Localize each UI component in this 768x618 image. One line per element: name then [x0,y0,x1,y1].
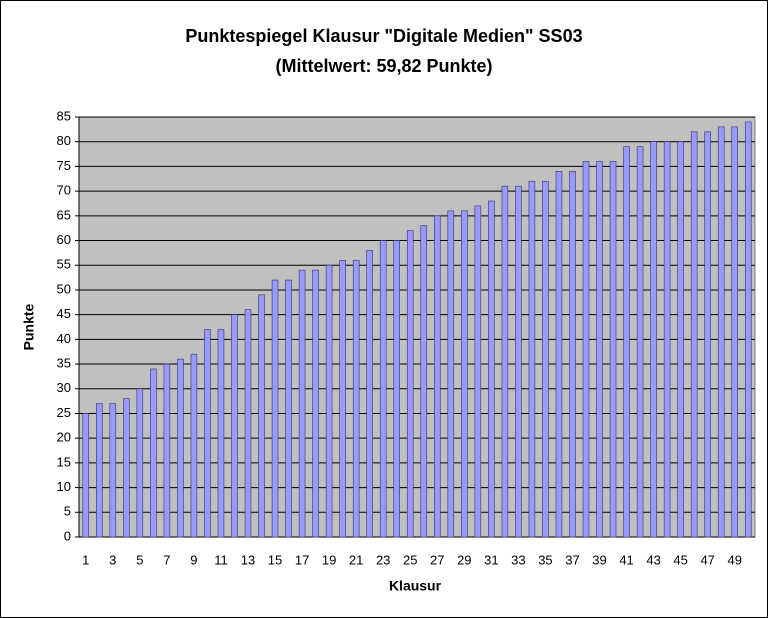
y-tick-label: 70 [57,183,71,198]
bar [82,413,90,538]
x-tick-label: 5 [136,552,143,567]
bar [717,126,725,538]
bar [623,146,630,538]
y-tick-label: 55 [57,257,71,272]
x-tick-label: 9 [190,552,197,567]
bar [244,309,252,538]
bar [609,161,617,538]
x-tick-label: 1 [82,552,89,567]
bar [434,215,441,538]
x-tick-label: 23 [376,552,390,567]
bar [542,180,549,538]
bar [325,264,333,538]
y-tick-label: 10 [57,479,71,494]
x-axis-label: Klausur [389,578,442,594]
bar [731,126,738,538]
bar [461,210,468,538]
y-tick-label: 40 [57,331,71,346]
bar [528,180,536,538]
bar [474,205,482,538]
x-tick-label: 49 [727,552,741,567]
x-tick-label: 41 [619,552,633,567]
bar [393,240,400,538]
x-tick-label: 11 [214,552,228,567]
bar [488,200,495,538]
bar [150,368,157,538]
x-tick-label: 45 [673,552,687,567]
x-tick-label: 29 [457,552,471,567]
chart-title: Punktespiegel Klausur "Digitale Medien" … [185,26,582,46]
bar [636,146,644,538]
y-tick-label: 50 [57,281,71,296]
bar [366,250,373,538]
y-tick-label: 35 [57,355,71,370]
y-tick-label: 0 [64,528,71,543]
bar [420,225,428,538]
y-tick-label: 75 [57,158,71,173]
bar [406,230,414,538]
x-tick-label: 37 [565,552,579,567]
bar [285,279,292,538]
x-tick-label: 19 [322,552,336,567]
bar [163,363,171,538]
y-tick-label: 30 [57,380,71,395]
bar [744,121,752,538]
bar [231,314,238,538]
x-tick-label: 15 [268,552,282,567]
y-tick-label: 25 [57,405,71,420]
bar [177,358,184,538]
y-tick-label: 20 [57,430,71,445]
y-tick-label: 60 [57,232,71,247]
bar [258,294,265,538]
bar [136,388,144,538]
x-tick-label: 13 [241,552,255,567]
y-tick-label: 45 [57,306,71,321]
y-tick-label: 65 [57,207,71,222]
x-tick-label: 47 [700,552,714,567]
bar [312,269,319,538]
chart-subtitle: (Mittelwert: 59,82 Punkte) [275,56,492,76]
bar [217,329,225,538]
bar [271,279,279,538]
bar [515,185,522,538]
x-tick-label: 27 [430,552,444,567]
bar [677,141,684,538]
bar [339,259,346,538]
bar [96,403,103,538]
bar [109,403,117,538]
bar [298,269,306,538]
y-tick-label: 5 [64,504,71,519]
y-tick-label: 85 [57,108,71,123]
bar [596,161,603,538]
x-tick-label: 17 [295,552,309,567]
y-tick-label: 15 [57,454,71,469]
bar [690,131,698,538]
bar [501,185,509,538]
bar [663,141,671,538]
x-tick-label: 21 [349,552,363,567]
x-tick-label: 7 [163,552,170,567]
bar [204,329,211,538]
bar [447,210,455,538]
bar [352,259,360,538]
bar [379,240,387,538]
x-tick-label: 25 [403,552,417,567]
bar [650,141,657,538]
x-tick-label: 31 [484,552,498,567]
x-tick-label: 35 [538,552,552,567]
bar [569,171,576,538]
x-tick-label: 3 [109,552,116,567]
y-tick-label: 80 [57,133,71,148]
bar [704,131,711,538]
bar [582,161,590,538]
x-tick-label: 33 [511,552,525,567]
y-axis-label: Punkte [21,303,37,350]
x-tick-label: 39 [592,552,606,567]
bar [555,171,563,538]
bar [190,353,198,538]
x-tick-label: 43 [646,552,660,567]
bar [123,398,130,538]
